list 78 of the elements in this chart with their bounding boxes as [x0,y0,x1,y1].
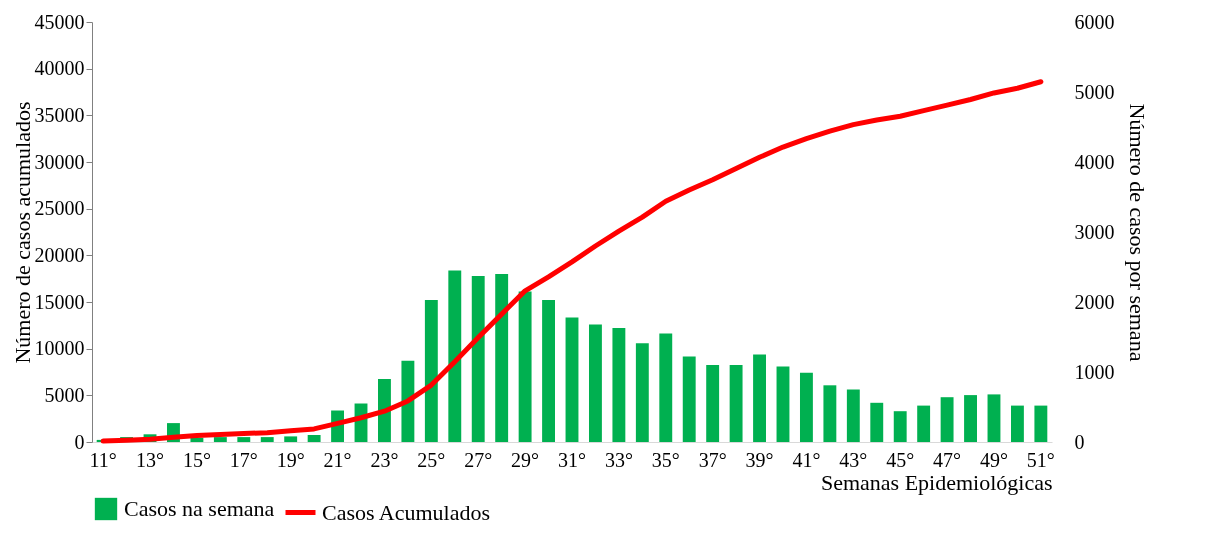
y2-tick-label: 1000 [1074,360,1115,383]
x-tick-label: 47° [933,448,962,471]
bar [307,435,321,442]
y-tick-label: 0 [74,430,85,453]
y2-tick-label: 4000 [1074,150,1115,173]
y2-axis-title: Número de casos por semana [1124,103,1150,362]
bar [284,436,298,442]
bar [870,402,884,442]
bar [846,389,860,442]
bar [424,299,438,442]
x-tick-label: 17° [229,448,258,471]
legend-label: Casos na semana [124,496,275,521]
y-tick-label: 10000 [34,337,85,360]
x-tick-label: 43° [839,448,868,471]
x-tick-label: 29° [511,448,540,471]
bar [917,405,931,442]
y-tick-label: 25000 [34,197,85,220]
y-tick-label: 20000 [34,243,85,266]
y-tick-label: 15000 [34,290,85,313]
x-tick-label: 37° [698,448,727,471]
x-tick-label: 35° [651,448,680,471]
bar [495,274,509,442]
y2-tick-label: 0 [1074,430,1085,453]
x-tick-label: 15° [182,448,211,471]
bar [565,317,579,442]
x-tick-label: 23° [370,448,399,471]
x-tick-label: 33° [604,448,633,471]
bar [682,356,696,442]
x-tick-label: 51° [1026,448,1055,471]
y-tick-label: 5000 [44,383,85,406]
bar [378,379,391,442]
bar [1010,405,1024,442]
bar [706,365,720,442]
bar [987,394,1001,442]
bar [612,327,626,442]
bar [471,276,485,442]
y-tick-label: 35000 [34,103,85,126]
bar [542,299,555,442]
x-tick-label: 19° [276,448,305,471]
bar [213,437,227,442]
bar [729,365,743,442]
y-tick-label: 40000 [34,57,85,80]
bar [753,354,766,442]
x-tick-label: 25° [417,448,446,471]
bar [940,397,954,442]
bar [448,270,462,442]
x-tick-label: 31° [558,448,586,471]
y2-tick-label: 6000 [1074,10,1115,33]
y-axis-title: Número de casos acumulados [9,101,35,364]
x-axis-title: Semanas Epidemiológicas [820,469,1053,495]
x-tick-label: 13° [136,448,165,471]
bar [659,333,673,442]
y2-tick-label: 5000 [1074,80,1115,103]
y2-tick-label: 3000 [1074,220,1115,243]
x-tick-label: 45° [886,448,915,471]
bar [190,437,204,442]
bar [237,437,251,442]
bar [964,395,977,442]
x-tick-label: 49° [979,448,1008,471]
x-tick-label: 39° [745,448,774,471]
legend-label: Casos Acumulados [322,499,491,525]
bar [635,343,649,442]
bar [260,437,274,442]
bar [518,291,532,442]
bar [401,360,415,442]
bar [1034,405,1048,442]
bar [893,411,907,442]
x-tick-label: 11° [89,448,117,471]
bar [589,324,602,442]
x-tick-label: 27° [464,448,493,471]
x-tick-label: 41° [792,448,821,471]
bar [799,372,813,442]
x-tick-label: 21° [323,448,352,471]
y-tick-label: 45000 [34,10,85,33]
bar [823,385,837,442]
y2-tick-label: 2000 [1074,290,1115,313]
y-tick-label: 30000 [34,150,85,173]
bar [776,366,790,442]
